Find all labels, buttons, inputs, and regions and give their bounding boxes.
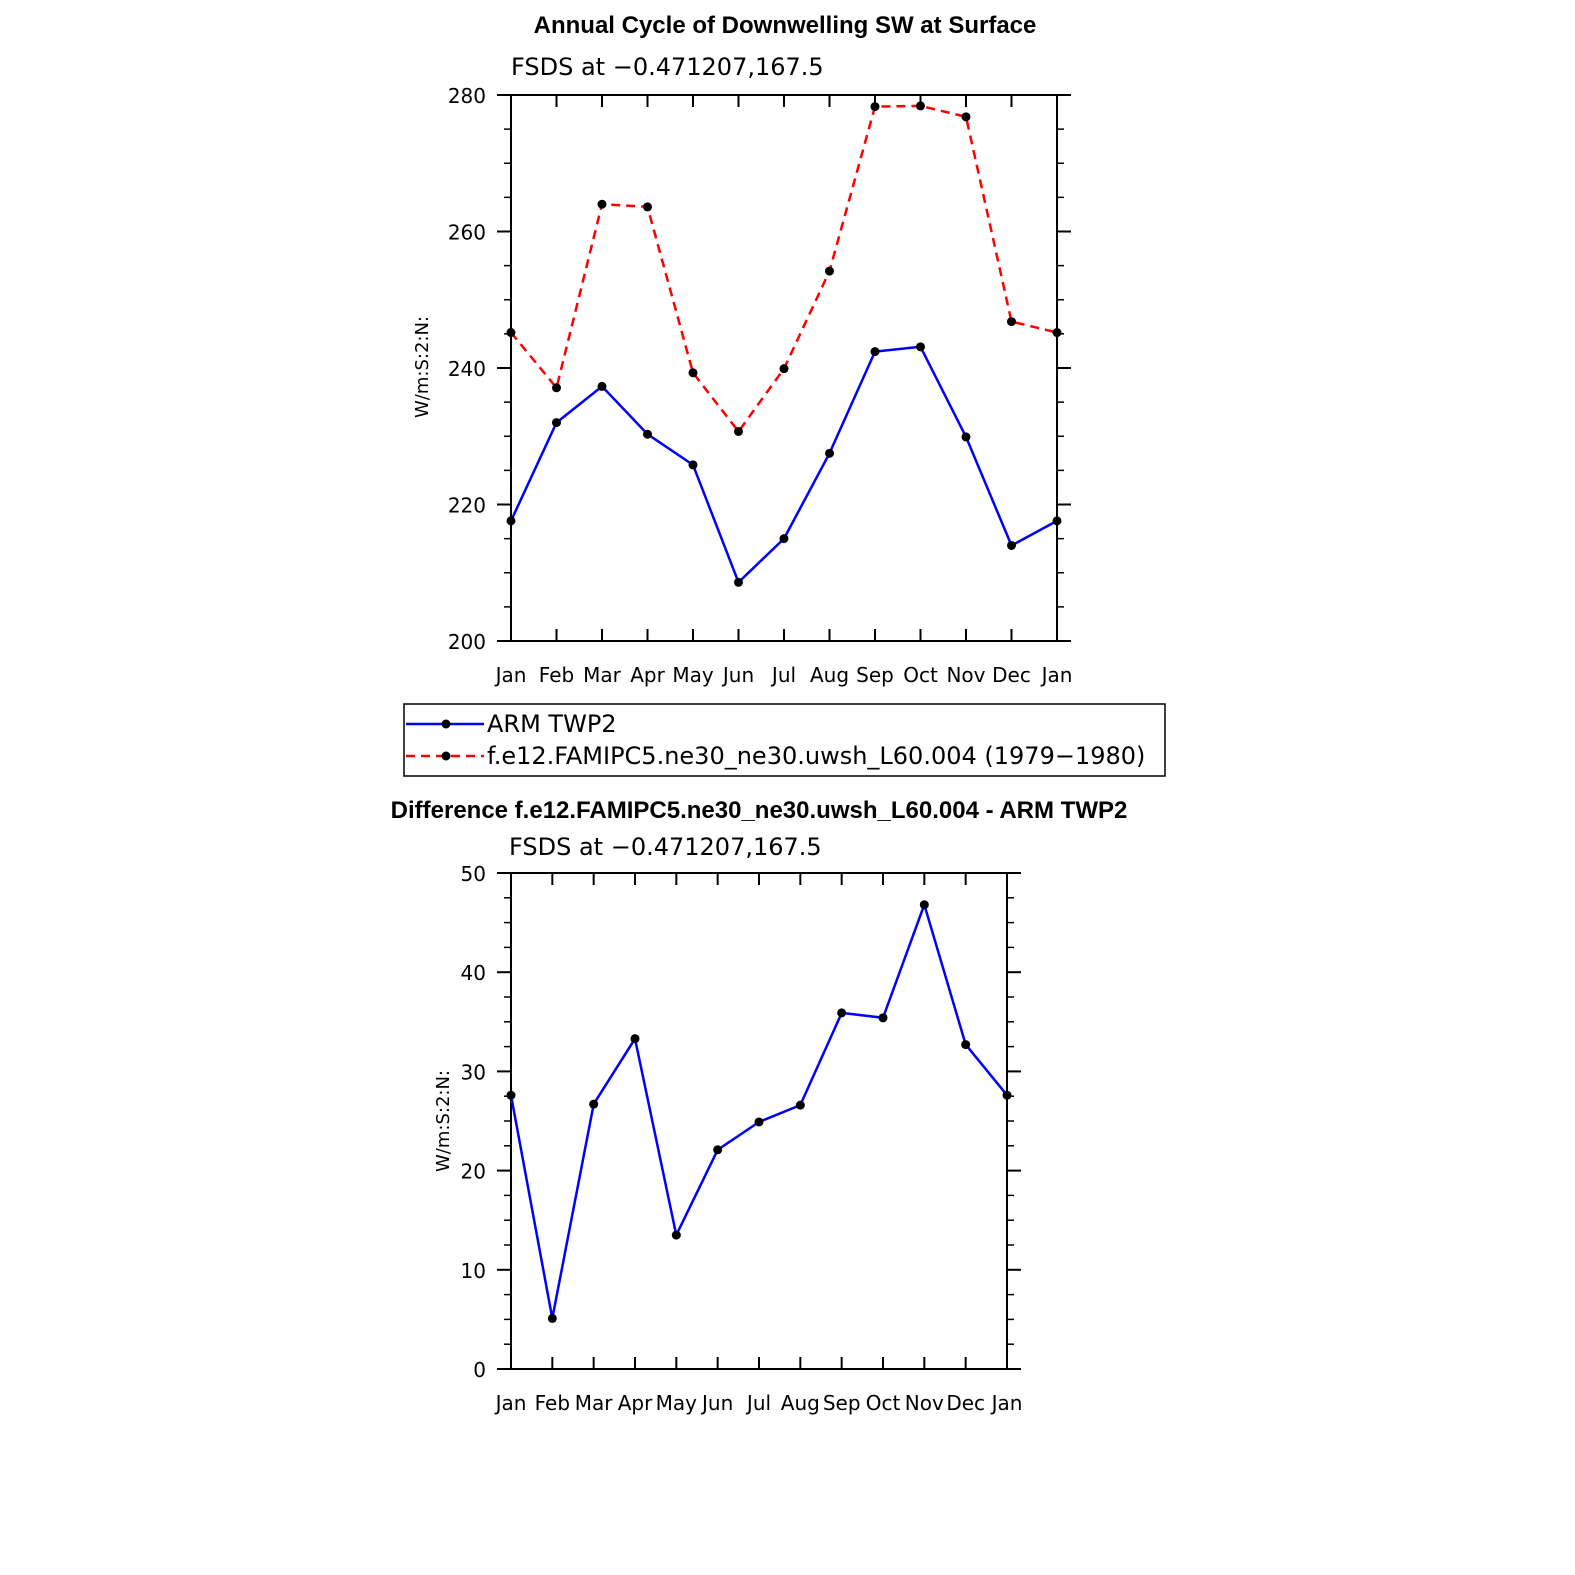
chart1-ytick-label: 220: [448, 494, 486, 518]
legend-label-arm-twp2: ARM TWP2: [487, 710, 617, 738]
chart2-xtick-label: Mar: [575, 1391, 614, 1415]
chart1-series-1-point: [506, 328, 516, 338]
chart2-xtick-label: Dec: [946, 1391, 985, 1415]
chart1-xtick-label: Jan: [494, 663, 527, 687]
difference-chart: Difference f.e12.FAMIPC5.ne30_ne30.uwsh_…: [391, 797, 1128, 1415]
chart1-series-0-point: [688, 460, 698, 470]
chart1-series-0-point: [506, 516, 516, 526]
chart1-ytick-label: 260: [448, 221, 486, 245]
chart1-legend: ARM TWP2 f.e12.FAMIPC5.ne30_ne30.uwsh_L6…: [403, 703, 1166, 777]
legend-marker-model: [441, 751, 451, 761]
annual-cycle-chart: Annual Cycle of Downwelling SW at Surfac…: [412, 12, 1072, 687]
chart2-title: Difference f.e12.FAMIPC5.ne30_ne30.uwsh_…: [391, 797, 1128, 824]
chart1-series-1-point: [961, 112, 971, 122]
chart1-ylabel: W/m:S:2:N:: [412, 316, 433, 418]
chart1-series-1-point: [688, 368, 698, 378]
chart1-series-1-point: [552, 383, 561, 393]
chart1-series-1-point: [643, 202, 652, 212]
chart2-ytick-label: 20: [461, 1160, 486, 1184]
chart1-series-0-point: [552, 418, 561, 428]
chart1-series-0-point: [916, 342, 925, 352]
chart2-xtick-label: Nov: [905, 1391, 944, 1415]
chart1-series-1-point: [1052, 328, 1062, 338]
chart1-series-1-point: [597, 199, 607, 209]
legend-marker-arm-twp2: [441, 719, 451, 729]
chart1-subtitle: FSDS at −0.471207,167.5: [511, 53, 824, 81]
chart1-series-1-point: [779, 364, 789, 374]
chart1-xtick-label: Dec: [992, 663, 1031, 687]
chart1-series-1-point: [870, 102, 880, 112]
chart2-series-0-point: [1002, 1090, 1012, 1100]
chart2-ytick-label: 40: [461, 961, 486, 985]
chart2-ytick-label: 30: [461, 1060, 486, 1084]
chart1-series-0-point: [1052, 516, 1062, 526]
chart2-ytick-label: 0: [473, 1358, 486, 1382]
chart2-series-0-point: [795, 1100, 805, 1110]
chart1-ytick-label: 280: [448, 84, 486, 108]
chart2-subtitle: FSDS at −0.471207,167.5: [509, 833, 822, 861]
chart1-xtick-label: Aug: [810, 663, 849, 687]
chart2-xtick-label: May: [656, 1391, 698, 1415]
chart1-series-1-point: [734, 426, 743, 436]
chart2-ytick-label: 10: [461, 1259, 486, 1283]
chart2-ylabel: W/m:S:2:N:: [433, 1070, 454, 1172]
chart1-series-1-point: [825, 266, 834, 276]
chart2-xtick-label: Oct: [866, 1391, 901, 1415]
chart1-xtick-label: Sep: [856, 663, 894, 687]
chart2-series-0-point: [754, 1117, 764, 1127]
chart1-ticks: Jan Feb Mar Apr May Jun Jul Aug Sep Oct Nov Dec Jan 2…: [448, 84, 1073, 687]
chart1-series-0-point: [961, 432, 971, 442]
chart1-series-0-point: [734, 577, 743, 587]
chart1-series-0-point: [1007, 540, 1016, 550]
chart1-xtick-label: Mar: [583, 663, 622, 687]
chart2-xtick-label: Aug: [781, 1391, 820, 1415]
chart2-series-0-point: [919, 900, 929, 910]
chart2-ytick-label: 50: [461, 862, 486, 886]
chart2-series-0-point: [506, 1090, 516, 1100]
chart2-series-0-point: [713, 1145, 723, 1155]
legend-label-model: f.e12.FAMIPC5.ne30_ne30.uwsh_L60.004 (19…: [487, 742, 1145, 770]
chart1-series-0-point: [870, 347, 880, 357]
chart2-series-line-0: [509, 903, 1008, 1320]
chart2-xtick-label: Sep: [823, 1391, 861, 1415]
chart2-series-0-point: [878, 1013, 888, 1023]
chart1-title: Annual Cycle of Downwelling SW at Surfac…: [534, 12, 1037, 39]
chart1-xtick-label: Jul: [770, 663, 796, 687]
chart2-series: [506, 900, 1012, 1323]
chart1-series-1-point: [916, 101, 925, 111]
chart2-series-0-point: [589, 1099, 599, 1109]
chart1-series-0-point: [825, 448, 834, 458]
chart2-series-0-point: [671, 1230, 681, 1240]
chart2-xtick-label: Jun: [700, 1391, 733, 1415]
chart1-xtick-label: Feb: [539, 663, 574, 687]
chart2-series-0-point: [630, 1034, 640, 1044]
legend-box: [403, 703, 1166, 777]
chart1-xtick-label: Oct: [903, 663, 938, 687]
chart1-xtick-label: May: [672, 663, 714, 687]
chart1-series-0-point: [643, 429, 652, 439]
chart2-xtick-label: Jul: [745, 1391, 771, 1415]
chart2-xtick-label: Apr: [618, 1391, 653, 1415]
chart2-xtick-label: Jan: [990, 1391, 1023, 1415]
chart2-xtick-label: Jan: [494, 1391, 527, 1415]
chart1-ytick-label: 240: [448, 357, 486, 381]
chart1-xtick-label: Jun: [721, 663, 754, 687]
chart2-series-0-point: [547, 1313, 557, 1323]
chart1-xtick-label: Apr: [630, 663, 665, 687]
chart2-xtick-label: Feb: [535, 1391, 570, 1415]
chart2-series-0-point: [961, 1040, 971, 1050]
chart1-series: [506, 101, 1062, 587]
chart2-ticks: Jan Feb Mar Apr May Jun Jul Aug Sep Oct Nov Dec Jan0…: [461, 862, 1023, 1415]
chart1-series-line-0: [509, 345, 1058, 584]
chart1-series-1-point: [1007, 317, 1016, 327]
chart1-xtick-label: Nov: [946, 663, 985, 687]
chart1-series-0-point: [597, 381, 607, 391]
chart1-series-line-1: [510, 104, 1058, 433]
chart2-series-0-point: [837, 1008, 847, 1018]
chart1-series-0-point: [779, 534, 789, 544]
chart1-ytick-label: 200: [448, 630, 486, 654]
chart1-xtick-label: Jan: [1040, 663, 1073, 687]
